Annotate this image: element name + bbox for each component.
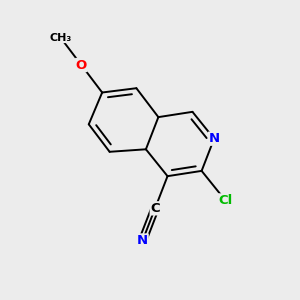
Text: N: N <box>137 234 148 247</box>
Text: Cl: Cl <box>218 194 233 207</box>
Text: O: O <box>76 58 87 71</box>
Text: C: C <box>150 202 160 215</box>
Text: N: N <box>208 132 220 145</box>
Text: CH₃: CH₃ <box>49 32 72 43</box>
